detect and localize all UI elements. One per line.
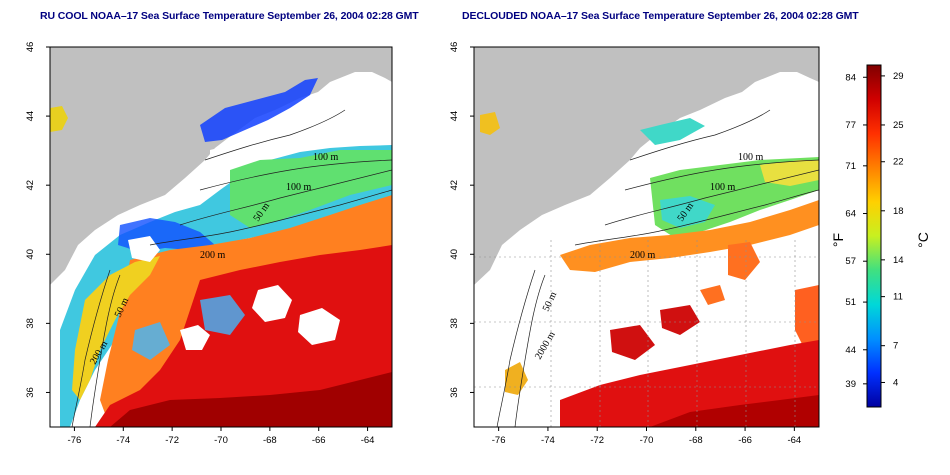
fahrenheit-axis-label: °F [830,233,846,247]
contour-label: 200 m [200,250,226,261]
warm-patch [795,285,819,350]
lon-tick-label: -70 [214,435,228,446]
colorbar: 84 77 71 64 57 51 44 39 29 25 22 18 14 11 7 4 °F °C [830,64,931,408]
yellow-front [72,256,160,400]
lon-tick-label: -70 [640,435,654,446]
lon-tick-label: -72 [590,435,604,446]
lat-tick-label: 46 [25,42,36,53]
contour-label: 200 m [630,250,656,261]
gulf-of-maine-blue [200,78,318,142]
contour-label: 100 m [710,182,736,193]
cyan-speckle [200,295,245,335]
lat-lon-grid [474,240,819,427]
lat-tick-label: 36 [25,387,36,398]
cloud-patch [128,236,160,262]
fahrenheit-tick-label: 39 [845,379,856,390]
cloud-patch [298,308,340,345]
depth-contours [71,109,392,427]
red-patch [610,325,655,360]
lon-tick-label: -76 [492,435,506,446]
left-map [50,47,392,427]
red-patch [660,305,700,335]
celsius-tick-label: 25 [893,120,904,131]
gom-cyan-patch [640,118,705,145]
gulf-stream-deep-red [650,395,819,427]
lat-tick-label: 38 [25,318,36,329]
lon-tick-label: -64 [361,435,375,446]
colorbar-strip [866,64,882,408]
shelf-green-band [230,150,392,228]
celsius-tick-label: 29 [893,71,904,82]
celsius-tick-label: 22 [893,157,904,168]
shelf-cold-band [60,145,392,427]
fahrenheit-tick-label: 77 [845,120,856,131]
lon-tick-label: -66 [312,435,326,446]
depth-contours [496,109,819,427]
celsius-tick-label: 18 [893,206,904,217]
lat-tick-label: 42 [25,180,36,191]
lon-tick-label: -64 [787,435,801,446]
orange-front [560,200,819,272]
contour-label: 100 m [738,152,764,163]
cloud-patch [210,145,240,172]
celsius-tick-label: 11 [893,292,903,303]
fahrenheit-tick-label: 44 [845,345,856,356]
lat-tick-label: 40 [449,249,460,260]
lon-tick-label: -68 [689,435,703,446]
warm-patch [700,285,725,305]
celsius-axis-label: °C [915,232,931,248]
shelf-cyan-patch [660,196,715,228]
gulf-stream-deep-red [110,372,392,427]
lon-tick-label: -66 [738,435,752,446]
lat-tick-label: 46 [449,42,460,53]
contour-label: 100 m [286,182,312,193]
axis-ticks: -76 -74 -72 -70 -68 -66 -64 46 44 42 40 38 36 -76 -74 -… [25,42,801,446]
fahrenheit-tick-label: 64 [845,209,856,220]
lat-tick-label: 40 [25,249,36,260]
left-map-title: RU COOL NOAA–17 Sea Surface Temperature … [40,10,419,22]
contour-label: 100 m [313,152,339,163]
lat-tick-label: 36 [449,387,460,398]
right-map [474,47,819,427]
lat-tick-label: 42 [449,180,460,191]
fahrenheit-tick-label: 84 [845,72,856,83]
warm-patch [728,242,760,280]
lon-tick-label: -72 [165,435,179,446]
lat-tick-label: 44 [25,111,36,122]
gulf-stream-hot [95,245,392,427]
celsius-tick-label: 14 [893,255,904,266]
fahrenheit-tick-label: 51 [845,297,856,308]
yellow-patch [50,106,68,132]
yellow-patch [480,112,500,135]
fahrenheit-tick-label: 57 [845,256,856,267]
lat-tick-label: 44 [449,111,460,122]
cloud-patch [180,325,210,350]
cloud-patch [252,285,292,322]
colorbar-ticks: 84 77 71 64 57 51 44 39 29 25 22 18 14 11 7 4 [845,71,903,390]
cyan-speckle [132,322,170,360]
celsius-tick-label: 7 [893,341,898,352]
lon-tick-label: -74 [116,435,130,446]
right-map-title: DECLOUDED NOAA–17 Sea Surface Temperatur… [462,10,859,22]
lon-tick-label: -76 [68,435,82,446]
lon-tick-label: -68 [263,435,277,446]
lat-tick-label: 38 [449,318,460,329]
shelf-yellow-band [760,160,819,186]
celsius-tick-label: 4 [893,377,898,388]
fahrenheit-tick-label: 71 [845,161,856,172]
lon-tick-label: -74 [541,435,555,446]
